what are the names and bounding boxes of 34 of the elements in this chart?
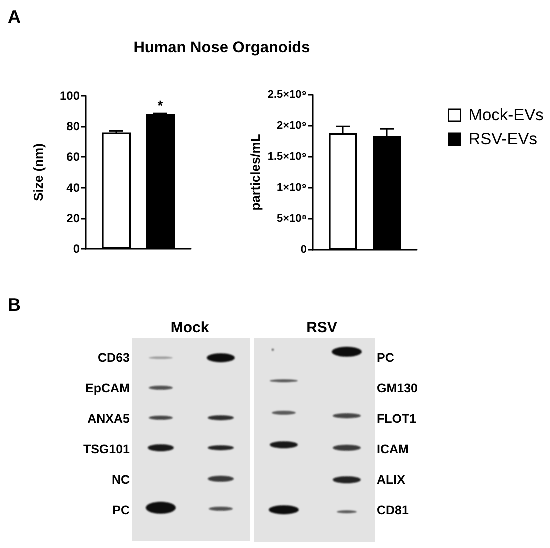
y-tick-label: 60 xyxy=(66,150,80,164)
text: TSG101 xyxy=(83,442,130,456)
y-tick-label: 0 xyxy=(300,244,307,256)
y-tick-label: 1×10⁹ xyxy=(277,182,307,194)
text: EpCAM xyxy=(86,382,130,396)
text: PC xyxy=(112,504,130,518)
text: ALIX xyxy=(377,473,406,487)
y-tick-label: 2.5×10⁹ xyxy=(268,89,307,101)
text: ANXA5 xyxy=(88,412,130,426)
y-tick-label: 2×10⁹ xyxy=(277,120,307,132)
text: CD81 xyxy=(377,504,410,518)
text: Human Nose Organoids xyxy=(134,40,310,56)
y-axis-title: Size (nm) xyxy=(31,144,46,202)
y-tick-label: 40 xyxy=(66,180,80,195)
y-tick-label: 80 xyxy=(66,120,80,134)
y-tick-label: 5×10⁸ xyxy=(277,213,307,225)
legend-label: Mock-EVs xyxy=(468,106,544,124)
text: Mock xyxy=(170,320,210,336)
text: RSV xyxy=(306,320,338,336)
text: ICAM xyxy=(377,442,409,456)
text: CD63 xyxy=(98,351,130,365)
legend-label: RSV-EVs xyxy=(468,130,538,148)
text: B xyxy=(8,295,21,315)
text: PC xyxy=(377,351,394,365)
text: GM130 xyxy=(377,382,418,396)
text: NC xyxy=(112,473,130,487)
y-tick-label: 100 xyxy=(60,89,80,103)
text: A xyxy=(8,7,21,27)
y-tick-label: 1.5×10⁹ xyxy=(268,151,307,163)
annotation: * xyxy=(158,98,164,114)
y-tick-label: 0 xyxy=(73,242,80,256)
text: FLOT1 xyxy=(377,412,417,426)
y-axis-title: particles/mL xyxy=(248,134,263,211)
y-tick-label: 20 xyxy=(66,211,80,226)
